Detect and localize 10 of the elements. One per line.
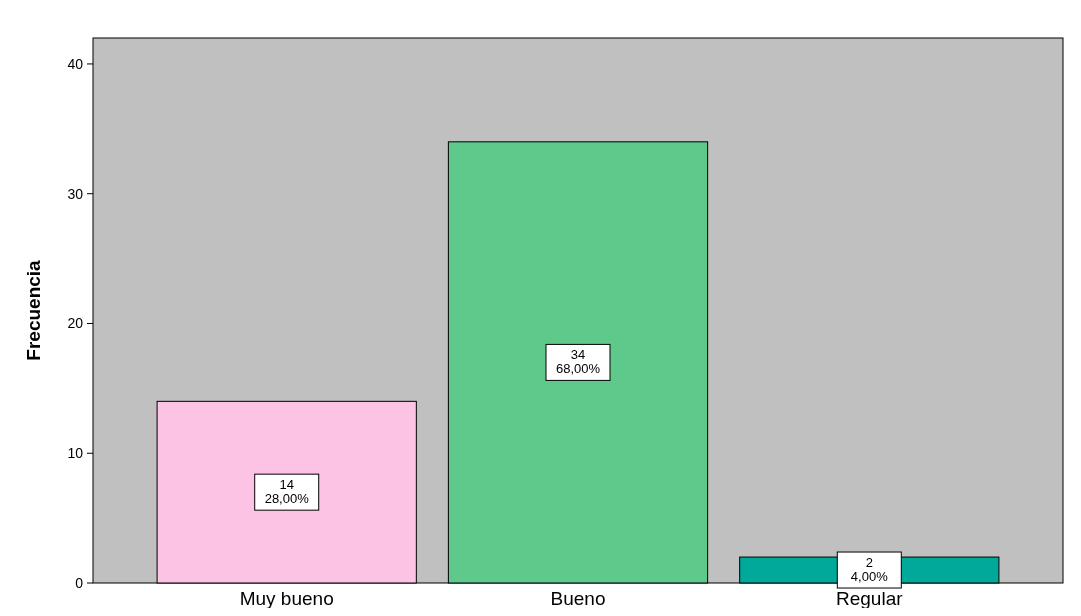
data-label: 14 28,00% — [264, 477, 310, 507]
y-tick-label: 10 — [67, 445, 84, 462]
y-tick-label: 30 — [67, 185, 84, 202]
data-label: 2 4,00% — [850, 555, 889, 585]
y-tick-label: 40 — [67, 55, 84, 72]
y-axis-title: Frecuencia — [23, 259, 44, 361]
y-tick-label: 20 — [67, 315, 84, 332]
data-label: 34 68,00% — [555, 347, 601, 377]
y-tick-label: 0 — [75, 575, 84, 591]
x-tick-label: Bueno — [550, 588, 606, 609]
